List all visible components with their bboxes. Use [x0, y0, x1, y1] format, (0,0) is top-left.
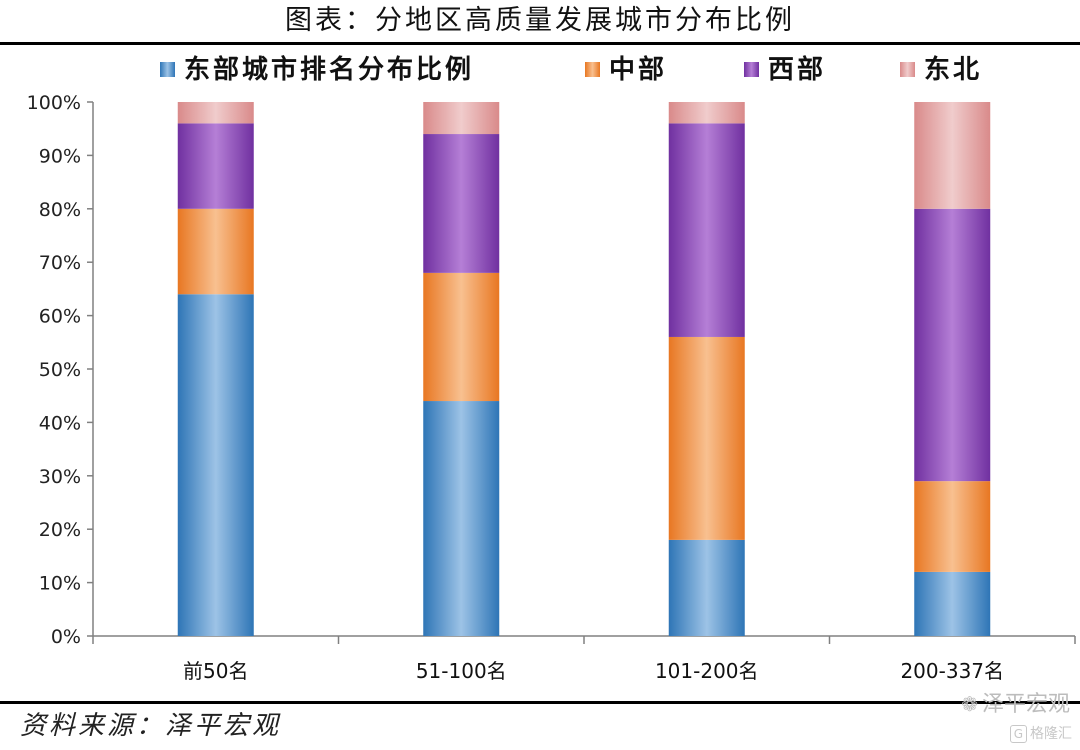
- y-tick-label: 0%: [51, 626, 81, 648]
- logo: G 格隆汇: [1009, 722, 1072, 746]
- bar-segment: [177, 294, 254, 636]
- watermark-text: 泽平宏观: [981, 692, 1070, 717]
- bar-segment: [668, 539, 745, 636]
- logo-text: 格隆汇: [1030, 726, 1072, 742]
- wechat-icon: ❁: [961, 692, 978, 716]
- y-tick-label: 50%: [39, 359, 81, 381]
- legend-swatch: [744, 62, 759, 77]
- bar-segment: [914, 208, 991, 482]
- bar-segment: [668, 102, 745, 124]
- bar-segment: [177, 123, 254, 209]
- x-tick-label: 101-200名: [655, 659, 759, 683]
- legend-label: 中部: [609, 55, 667, 85]
- logo-mark: G: [1009, 725, 1027, 743]
- bar-segment: [914, 102, 991, 209]
- x-tick-label: 前50名: [183, 659, 248, 683]
- legend-swatch: [900, 62, 915, 77]
- y-tick-label: 60%: [39, 306, 81, 328]
- title-divider: [0, 42, 1080, 45]
- legend-label: 东北: [924, 54, 982, 85]
- legend-swatch: [160, 62, 175, 77]
- legend-swatch: [585, 62, 600, 77]
- y-tick-label: 100%: [27, 92, 81, 114]
- bar-segment: [914, 481, 991, 572]
- source-note: 资料来源：泽平宏观: [20, 711, 282, 741]
- bar-segment: [177, 208, 254, 295]
- watermark: ❁ 泽平宏观: [961, 684, 1070, 724]
- y-tick-label: 70%: [39, 252, 81, 274]
- y-tick-label: 80%: [39, 199, 81, 221]
- bar-segment: [423, 401, 500, 636]
- bar-segment: [914, 571, 991, 636]
- page-title: 图表：分地区高质量发展城市分布比例: [285, 5, 795, 36]
- y-tick-label: 30%: [39, 466, 81, 488]
- bar-segment: [177, 102, 254, 124]
- y-tick-label: 90%: [39, 145, 81, 167]
- bar-segment: [423, 102, 500, 135]
- bar-segment: [423, 272, 500, 402]
- legend-label: 西部: [768, 55, 826, 85]
- y-tick-label: 40%: [39, 412, 81, 434]
- y-tick-label: 10%: [39, 573, 81, 595]
- legend-label: 东部城市排名分布比例: [184, 54, 474, 85]
- stacked-bar-chart: 0% 10% 20% 30% 40% 50% 60% 70% 80% 90% 100% 前50名 51-…: [27, 54, 1076, 683]
- footer-divider: [0, 701, 1080, 704]
- bar-segment: [423, 134, 500, 273]
- x-tick-label: 51-100名: [416, 659, 507, 683]
- bar-segment: [668, 336, 745, 540]
- y-tick-label: 20%: [39, 519, 81, 541]
- x-tick-label: 200-337名: [900, 659, 1004, 683]
- bar-segment: [668, 123, 745, 337]
